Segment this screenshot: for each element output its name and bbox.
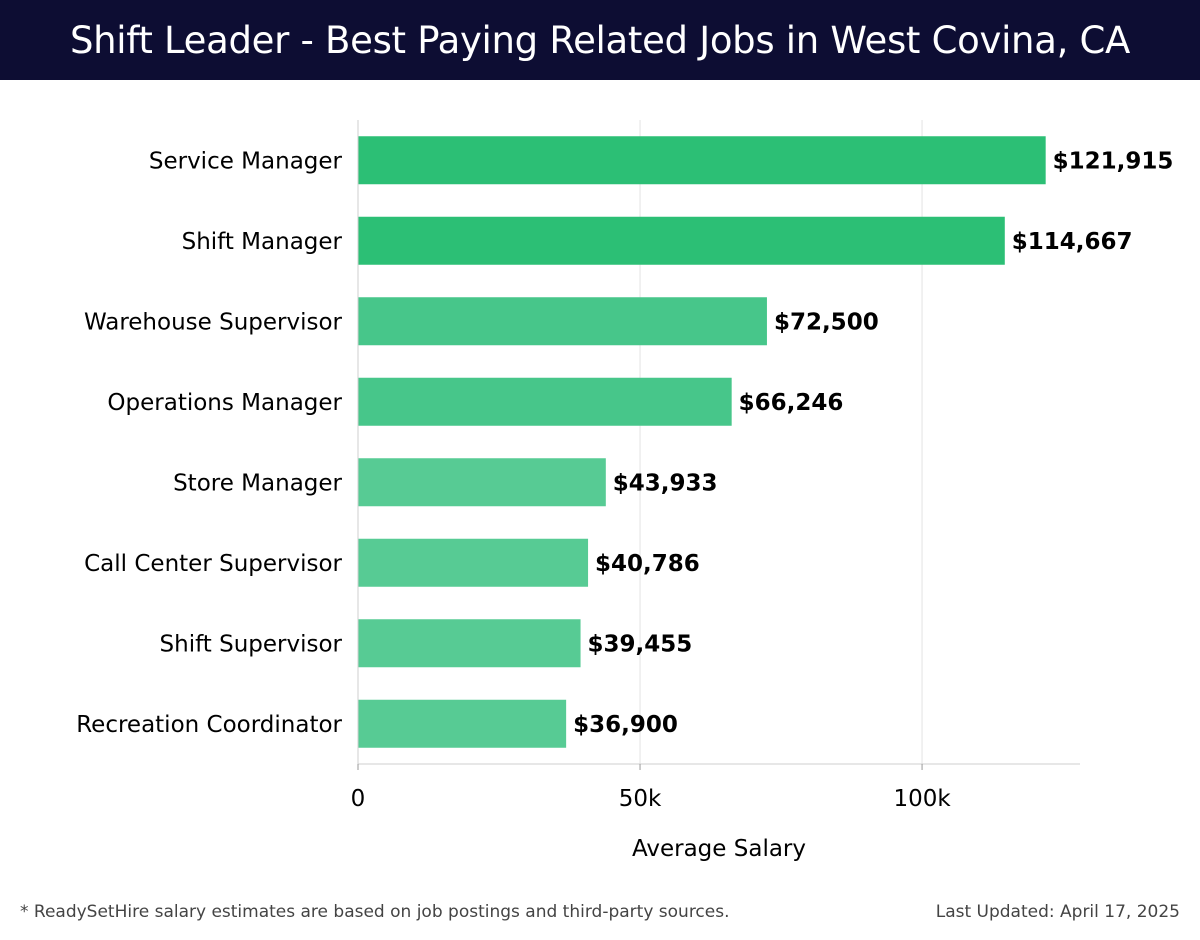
data-label: $121,915 (1053, 148, 1174, 174)
bar (358, 297, 767, 346)
bar (358, 136, 1046, 185)
bars: $121,915 $114,667 $72,500 $66,246 $43,933 $40… (358, 136, 1173, 748)
bar (358, 377, 732, 426)
category-label: Warehouse Supervisor (84, 309, 343, 335)
data-label: $39,455 (588, 631, 693, 657)
x-tick-label: 50k (619, 786, 662, 812)
x-tick-label: 100k (893, 786, 951, 812)
data-label: $43,933 (613, 470, 718, 496)
chart-title: Shift Leader - Best Paying Related Jobs … (0, 0, 1200, 80)
category-label: Service Manager (149, 148, 343, 174)
category-label: Shift Manager (182, 229, 343, 255)
grid-lines (639, 120, 923, 764)
data-label: $40,786 (595, 551, 700, 577)
axes: Service Manager Shift Manager Warehouse Su… (76, 120, 1080, 862)
x-tick-label: 0 (351, 786, 366, 812)
data-label: $66,246 (739, 390, 844, 416)
footer-note: * ReadySetHire salary estimates are base… (20, 902, 730, 922)
bar (358, 458, 606, 507)
data-label: $114,667 (1012, 229, 1133, 255)
bar (358, 216, 1005, 265)
bar (358, 619, 581, 668)
last-updated: Last Updated: April 17, 2025 (935, 902, 1180, 922)
category-label: Shift Supervisor (160, 631, 343, 657)
bar (358, 538, 589, 587)
category-label: Store Manager (173, 470, 342, 496)
category-label: Call Center Supervisor (84, 551, 342, 577)
bar (358, 699, 567, 748)
category-label: Operations Manager (107, 390, 342, 416)
category-label: Recreation Coordinator (76, 712, 342, 738)
x-axis-title: Average Salary (632, 836, 806, 862)
data-label: $36,900 (573, 712, 678, 738)
bar-chart: $121,915 $114,667 $72,500 $66,246 $43,933 $40… (76, 120, 1173, 862)
data-label: $72,500 (774, 309, 879, 335)
